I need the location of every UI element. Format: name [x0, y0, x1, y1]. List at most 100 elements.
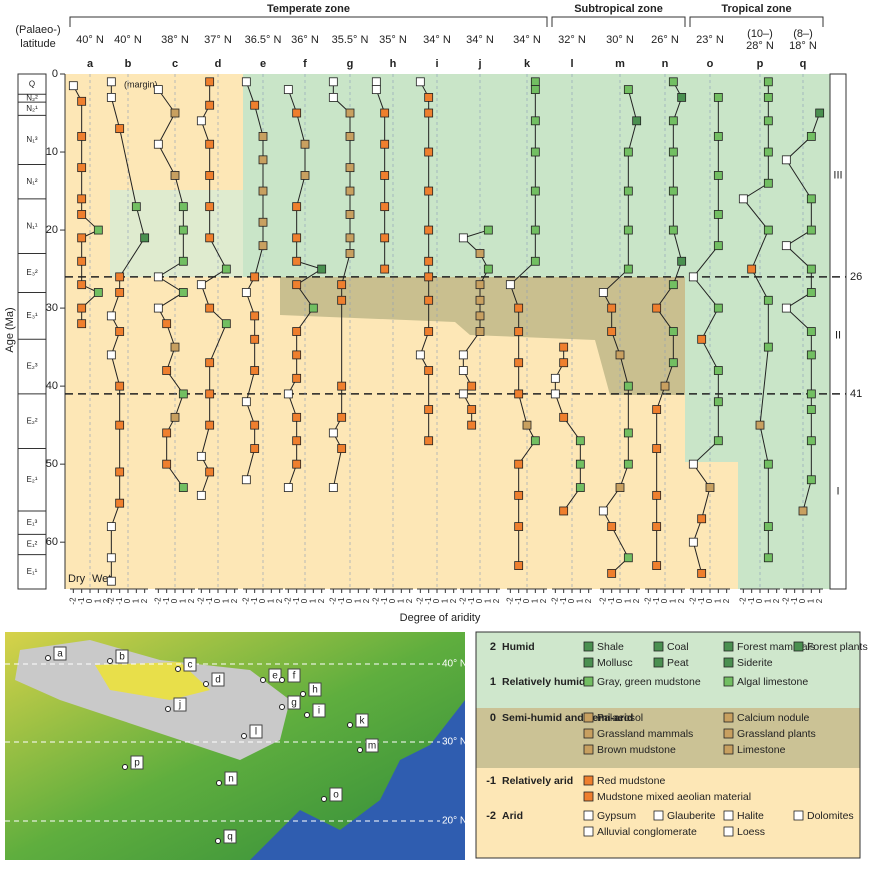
aridity-marker	[106, 553, 116, 563]
aridity-marker	[380, 171, 390, 180]
x-tick-label: 0	[615, 598, 624, 603]
aridity-line	[332, 81, 351, 488]
legend-item: Gray, green mudstone	[597, 676, 701, 688]
x-axis-title: Degree of aridity	[400, 612, 481, 624]
x-tick-label: 0	[475, 598, 484, 603]
map-latitude-label: 40° N	[442, 659, 467, 670]
aridity-marker	[458, 233, 468, 243]
aridity-marker	[196, 280, 206, 290]
latitude-title: latitude	[20, 38, 55, 50]
aridity-marker	[713, 132, 723, 141]
aridity-marker	[763, 522, 773, 531]
aridity-marker	[483, 225, 493, 235]
aridity-marker	[806, 475, 816, 485]
aridity-marker	[623, 553, 633, 563]
legend-icon	[583, 641, 594, 652]
aridity-marker	[514, 522, 524, 531]
legend-item: Forest plants	[807, 641, 868, 653]
aridity-marker	[415, 350, 425, 360]
aridity-marker	[292, 202, 302, 212]
legend-item: Forest mammals	[737, 641, 815, 653]
aridity-marker	[328, 77, 338, 87]
x-tick-label: -1	[292, 597, 301, 605]
aridity-marker	[317, 264, 327, 274]
map-site-box	[355, 713, 369, 728]
aridity-marker	[815, 108, 825, 118]
aridity-marker	[458, 366, 468, 375]
x-tick-label: 0	[345, 598, 354, 603]
legend-item: Dolomites	[807, 810, 854, 822]
column-letter: h	[390, 58, 397, 70]
map-site	[215, 838, 221, 844]
aridity-marker	[607, 568, 617, 578]
column-letter: g	[347, 58, 354, 70]
map-site	[347, 722, 353, 728]
aridity-marker	[763, 342, 773, 352]
x-tick-label: 2	[230, 598, 239, 603]
x-tick-label: 2	[815, 598, 824, 603]
aridity-marker	[424, 108, 434, 118]
aridity-line	[785, 112, 821, 512]
column-latitude: 34° N	[423, 34, 451, 46]
aridity-marker	[668, 225, 678, 235]
x-tick-label: -1	[162, 597, 171, 605]
aridity-marker	[328, 483, 338, 492]
aridity-marker	[241, 475, 251, 485]
aridity-marker	[514, 358, 524, 368]
x-tick-label: -2	[415, 597, 424, 605]
column-letter: p	[757, 58, 764, 70]
aridity-line	[245, 81, 264, 480]
aridity-marker	[292, 280, 302, 290]
map-site	[107, 658, 113, 664]
aridity-marker	[380, 233, 390, 243]
aridity-marker	[77, 280, 87, 290]
x-tick-label: 2	[772, 598, 781, 603]
aridity-marker	[514, 389, 524, 399]
aridity-marker	[806, 389, 816, 399]
aridity-marker	[530, 116, 540, 126]
aridity-marker	[380, 202, 390, 212]
aridity-marker	[424, 147, 434, 157]
map-site-box	[365, 738, 379, 753]
x-tick-label: 1	[483, 598, 492, 603]
aridity-marker	[575, 483, 585, 492]
aridity-marker	[623, 147, 633, 157]
aridity-marker	[196, 451, 206, 461]
aridity-marker	[559, 412, 569, 422]
map-site	[321, 796, 327, 802]
map-site	[241, 733, 247, 739]
aridity-marker	[337, 381, 347, 391]
aridity-marker	[806, 436, 816, 446]
map-site-box	[308, 682, 322, 697]
aridity-marker	[575, 459, 585, 469]
aridity-marker	[763, 459, 773, 469]
aridity-marker	[697, 514, 707, 524]
zone-bracket	[551, 16, 686, 27]
aridity-marker	[241, 77, 251, 87]
column-latitude: 28° N	[746, 40, 774, 52]
aridity-marker	[458, 389, 468, 399]
x-tick-label: -2	[241, 597, 250, 605]
aridity-marker	[153, 139, 163, 149]
x-tick-label: 1	[806, 598, 815, 603]
aridity-marker	[713, 366, 723, 375]
aridity-marker	[806, 264, 816, 274]
legend-item: Algal limestone	[737, 676, 808, 688]
x-tick-label: 0	[258, 598, 267, 603]
aridity-marker	[677, 93, 687, 102]
aridity-marker	[763, 77, 773, 87]
semiarid-band	[280, 277, 685, 395]
x-tick-label: -2	[781, 597, 790, 605]
aridity-marker	[623, 264, 633, 274]
legend-item: Gypsum	[597, 810, 636, 822]
legend-item: Siderite	[737, 657, 773, 669]
aridity-marker	[668, 186, 678, 196]
legend-icon	[653, 641, 664, 652]
column-latitude: 32° N	[558, 34, 586, 46]
legend-icon	[653, 657, 664, 668]
column-letter: k	[524, 58, 531, 70]
column-letter: o	[707, 58, 714, 70]
aridity-marker	[623, 459, 633, 469]
column-latitude: 26° N	[651, 34, 679, 46]
map-site	[45, 655, 51, 661]
